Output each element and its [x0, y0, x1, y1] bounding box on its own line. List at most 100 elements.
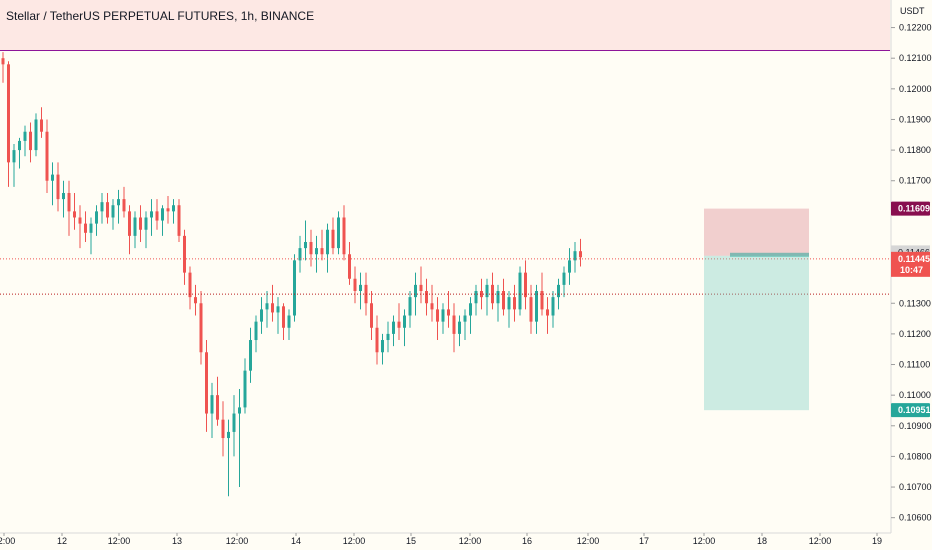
candle[interactable] [370, 291, 373, 341]
candle[interactable] [117, 189, 120, 224]
candle[interactable] [254, 315, 258, 353]
candle[interactable] [243, 358, 247, 414]
candle[interactable] [320, 229, 324, 261]
candle[interactable] [562, 266, 566, 298]
candle[interactable] [414, 272, 417, 316]
candle[interactable] [480, 278, 483, 310]
candle[interactable] [34, 113, 38, 157]
candle[interactable] [139, 205, 142, 242]
candle[interactable] [452, 303, 456, 353]
candle[interactable] [67, 180, 71, 236]
candle[interactable] [84, 211, 87, 242]
candle[interactable] [309, 229, 313, 267]
candle[interactable] [73, 192, 76, 230]
candle[interactable] [78, 205, 82, 249]
candle[interactable] [551, 291, 555, 328]
candle[interactable] [133, 211, 137, 249]
candle[interactable] [18, 137, 21, 169]
candle[interactable] [535, 284, 538, 334]
candle[interactable] [276, 297, 280, 334]
candle[interactable] [474, 284, 478, 316]
candle[interactable] [128, 205, 131, 255]
candle[interactable] [100, 192, 104, 224]
candle[interactable] [573, 241, 577, 273]
candle[interactable] [155, 199, 159, 230]
candle[interactable] [359, 272, 362, 310]
candle[interactable] [172, 199, 175, 224]
candle[interactable] [458, 315, 461, 347]
candle[interactable] [315, 235, 318, 273]
candle[interactable] [282, 303, 285, 341]
candle[interactable] [502, 278, 505, 316]
candle[interactable] [403, 309, 406, 347]
candle[interactable] [298, 235, 302, 273]
candle[interactable] [111, 199, 115, 230]
candle[interactable] [166, 196, 170, 224]
candle[interactable] [232, 395, 236, 457]
candle[interactable] [436, 297, 439, 341]
candle[interactable] [507, 291, 511, 328]
candle[interactable] [386, 321, 390, 353]
candle[interactable] [23, 125, 27, 157]
candle[interactable] [56, 162, 60, 212]
candle[interactable] [150, 199, 153, 236]
candle[interactable] [183, 229, 186, 285]
candle[interactable] [271, 284, 274, 322]
candle[interactable] [40, 107, 43, 138]
candle[interactable] [326, 223, 329, 273]
candle[interactable] [260, 297, 263, 334]
candle[interactable] [425, 278, 428, 316]
candle[interactable] [1, 52, 5, 83]
candle[interactable] [45, 119, 49, 193]
candle[interactable] [381, 333, 384, 365]
candle[interactable] [524, 260, 527, 310]
candle[interactable] [331, 217, 335, 255]
candle[interactable] [199, 291, 203, 365]
candle[interactable] [51, 162, 54, 206]
candle[interactable] [287, 309, 291, 341]
candle[interactable] [249, 327, 252, 383]
candle[interactable] [293, 254, 296, 322]
candle[interactable] [144, 211, 148, 249]
candle[interactable] [194, 284, 197, 316]
candle[interactable] [529, 284, 533, 334]
candle[interactable] [579, 238, 582, 267]
candle[interactable] [188, 266, 192, 310]
candle[interactable] [216, 376, 219, 426]
candle[interactable] [210, 382, 214, 439]
candle[interactable] [392, 315, 395, 347]
candle[interactable] [540, 272, 544, 316]
candle[interactable] [265, 291, 269, 328]
candle[interactable] [430, 284, 434, 322]
candle[interactable] [342, 205, 346, 261]
candle[interactable] [205, 340, 208, 432]
candle[interactable] [337, 211, 340, 255]
candle[interactable] [513, 284, 516, 322]
candle[interactable] [441, 303, 445, 334]
short-position-risk-zone[interactable] [704, 208, 809, 256]
candle[interactable] [304, 220, 307, 261]
candle[interactable] [177, 199, 181, 242]
candle[interactable] [408, 291, 412, 328]
candle[interactable] [375, 315, 379, 365]
candle[interactable] [348, 241, 351, 285]
candle[interactable] [7, 61, 10, 187]
candle[interactable] [447, 291, 450, 328]
candle[interactable] [161, 205, 164, 236]
candle[interactable] [419, 266, 423, 304]
candle[interactable] [568, 248, 571, 285]
candle[interactable] [546, 297, 549, 334]
candle[interactable] [463, 309, 467, 341]
short-position-reward-zone[interactable] [704, 255, 809, 411]
candle[interactable] [491, 272, 494, 310]
candle[interactable] [106, 192, 109, 224]
candle[interactable] [469, 297, 472, 334]
candle[interactable] [95, 205, 98, 236]
candle[interactable] [29, 122, 32, 163]
candle[interactable] [122, 186, 126, 218]
candle[interactable] [12, 143, 16, 187]
candle[interactable] [518, 266, 522, 316]
candle[interactable] [221, 401, 225, 457]
candle[interactable] [485, 278, 489, 316]
